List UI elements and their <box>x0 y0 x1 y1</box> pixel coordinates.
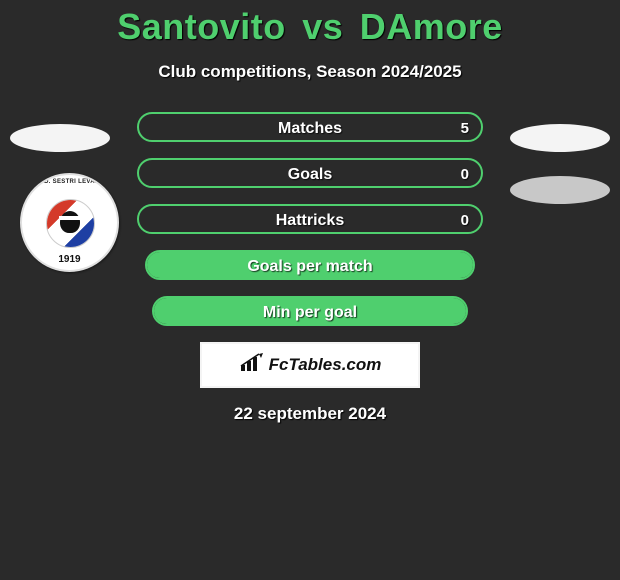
page: Santovito vs DAmore Club competitions, S… <box>0 0 620 580</box>
bar-label: Goals <box>139 160 481 190</box>
right-team-placeholder <box>510 124 610 152</box>
comparison-bars: Matches5Goals0Hattricks0Goals per matchM… <box>135 112 485 326</box>
bar-track: Goals0 <box>137 158 483 188</box>
club-logo-moor-head <box>60 211 80 233</box>
bar-right-value: 0 <box>461 160 469 190</box>
bar-right-value: 5 <box>461 114 469 144</box>
brand-text: FcTables.com <box>269 355 382 375</box>
bar-row: Goals per match <box>135 250 485 280</box>
bar-row: Min per goal <box>135 296 485 326</box>
club-logo: U.S.D. SESTRI LEVANTE 1919 <box>20 173 119 272</box>
player2-name: DAmore <box>360 6 503 47</box>
brand-chart-icon <box>239 353 265 378</box>
left-team-placeholder <box>10 124 110 152</box>
page-title: Santovito vs DAmore <box>0 0 620 48</box>
player1-name: Santovito <box>117 6 286 47</box>
bar-row: Hattricks0 <box>135 204 485 234</box>
brand-box[interactable]: FcTables.com <box>200 342 420 388</box>
bar-label: Min per goal <box>154 298 466 328</box>
subtitle: Club competitions, Season 2024/2025 <box>0 62 620 82</box>
bar-label: Hattricks <box>139 206 481 236</box>
bar-label: Matches <box>139 114 481 144</box>
vs-label: vs <box>302 6 343 47</box>
bar-track: Matches5 <box>137 112 483 142</box>
club-logo-headband <box>59 216 81 220</box>
date-label: 22 september 2024 <box>0 404 620 424</box>
bar-right-value: 0 <box>461 206 469 236</box>
right-team-placeholder2 <box>510 176 610 204</box>
club-logo-ring-text: U.S.D. SESTRI LEVANTE <box>22 179 117 185</box>
bar-label: Goals per match <box>147 252 473 282</box>
bar-track: Min per goal <box>152 296 468 326</box>
club-logo-core <box>46 199 95 248</box>
bar-row: Matches5 <box>135 112 485 142</box>
bar-track: Hattricks0 <box>137 204 483 234</box>
bar-row: Goals0 <box>135 158 485 188</box>
club-logo-year: 1919 <box>22 254 117 265</box>
bar-track: Goals per match <box>145 250 475 280</box>
